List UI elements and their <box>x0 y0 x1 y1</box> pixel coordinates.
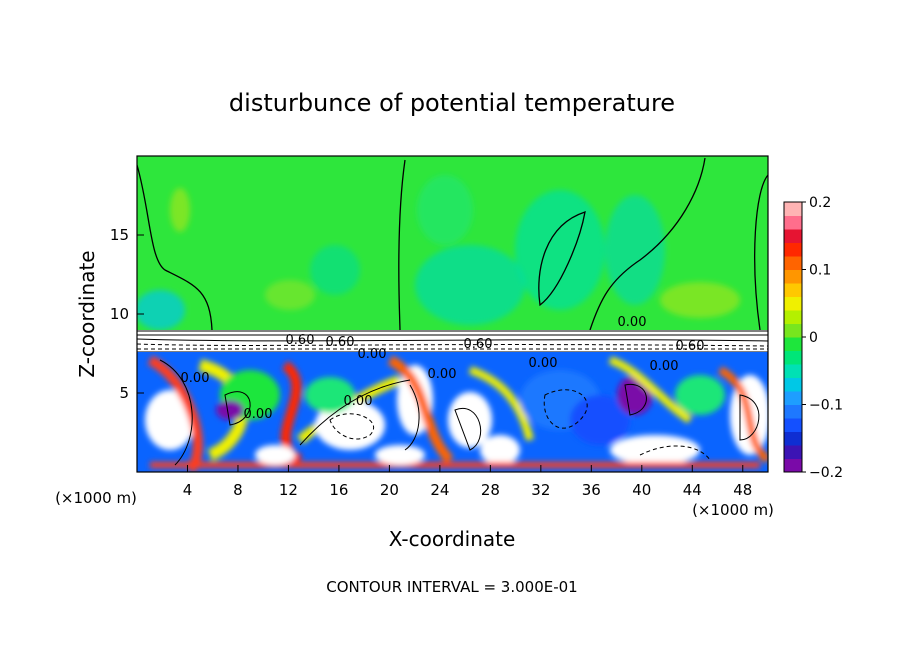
colorbar-swatch <box>784 350 802 365</box>
colorbar-swatch <box>784 458 802 473</box>
contour-label: 0.00 <box>618 315 647 330</box>
upper-contours <box>137 157 768 331</box>
plot-area <box>137 156 768 472</box>
x-unit-right: (×1000 m) <box>692 501 774 519</box>
x-tick-label: 48 <box>733 481 752 499</box>
lower-contours <box>159 359 760 466</box>
contour-label: 0.00 <box>181 371 210 386</box>
colorbar-swatch <box>784 202 802 216</box>
x-tick-label: 24 <box>430 481 449 499</box>
colorbar-swatch <box>784 229 802 243</box>
lower-anomalies <box>145 355 768 472</box>
contour-label: 0.00 <box>428 367 457 382</box>
colorbar-tick-label: 0.2 <box>809 195 831 211</box>
colorbar-swatch <box>784 364 802 378</box>
contour-label: 0.00 <box>244 407 273 422</box>
x-tick-label: 32 <box>531 481 550 499</box>
colorbar-swatch <box>784 310 802 324</box>
y-axis-label: Z-coordinate <box>75 250 99 377</box>
x-tick-label: 8 <box>233 481 243 499</box>
y-axis: 5 10 15 <box>110 226 144 402</box>
contour-label: 0.00 <box>344 394 373 409</box>
colorbar-tick-label: 0 <box>809 330 818 346</box>
contour-label: 0.00 <box>650 359 679 374</box>
colorbar-swatch <box>784 296 802 311</box>
x-tick-label: 4 <box>183 481 193 499</box>
y-tick-label: 15 <box>110 226 129 244</box>
x-tick-label: 28 <box>481 481 500 499</box>
x-axis-label: X-coordinate <box>389 527 516 551</box>
colorbar-swatch <box>784 269 802 284</box>
colorbar-tick-label: 0.1 <box>809 263 831 279</box>
contour-label: 0.60 <box>326 335 355 350</box>
x-tick-label: 44 <box>683 481 702 499</box>
contour-labels: 0.00 0.00 0.00 0.00 0.00 0.00 0.00 0.00 … <box>181 315 705 422</box>
contour-interval-note: CONTOUR INTERVAL = 3.000E-01 <box>326 578 577 596</box>
x-tick-label: 36 <box>582 481 601 499</box>
colorbar-swatch <box>784 323 802 338</box>
colorbar-swatch <box>784 377 802 392</box>
colorbar-tick-label: −0.1 <box>809 398 843 414</box>
colorbar-swatch <box>784 337 802 351</box>
colorbar-swatch <box>784 391 802 405</box>
colorbar-swatch <box>784 283 802 297</box>
colorbar-swatch <box>784 215 802 230</box>
contour-label: 0.60 <box>464 337 493 352</box>
x-tick-label: 40 <box>632 481 651 499</box>
contour-label: 0.60 <box>676 339 705 354</box>
upper-anomalies <box>137 175 740 330</box>
x-unit-left: (×1000 m) <box>55 489 137 507</box>
contour-label: 0.00 <box>358 347 387 362</box>
contour-label: 0.60 <box>286 333 315 348</box>
colorbar-swatch <box>784 431 802 446</box>
y-tick-label: 10 <box>110 305 129 323</box>
y-tick-label: 5 <box>119 384 129 402</box>
x-tick-label: 12 <box>279 481 298 499</box>
contour-label: 0.00 <box>529 356 558 371</box>
colorbar-swatch <box>784 242 802 257</box>
x-tick-label: 16 <box>329 481 348 499</box>
colorbar: 0.2 0.1 0 −0.1 −0.2 <box>783 195 843 481</box>
chart-title: disturbunce of potential temperature <box>229 89 675 117</box>
colorbar-swatch <box>784 256 802 270</box>
x-tick-label: 20 <box>380 481 399 499</box>
colorbar-tick-label: −0.2 <box>809 465 843 481</box>
colorbar-swatch <box>784 404 802 419</box>
x-axis: 4 8 12 16 20 24 28 32 36 40 44 48 <box>183 465 752 499</box>
colorbar-swatch <box>784 418 802 432</box>
colorbar-swatch <box>784 445 802 459</box>
